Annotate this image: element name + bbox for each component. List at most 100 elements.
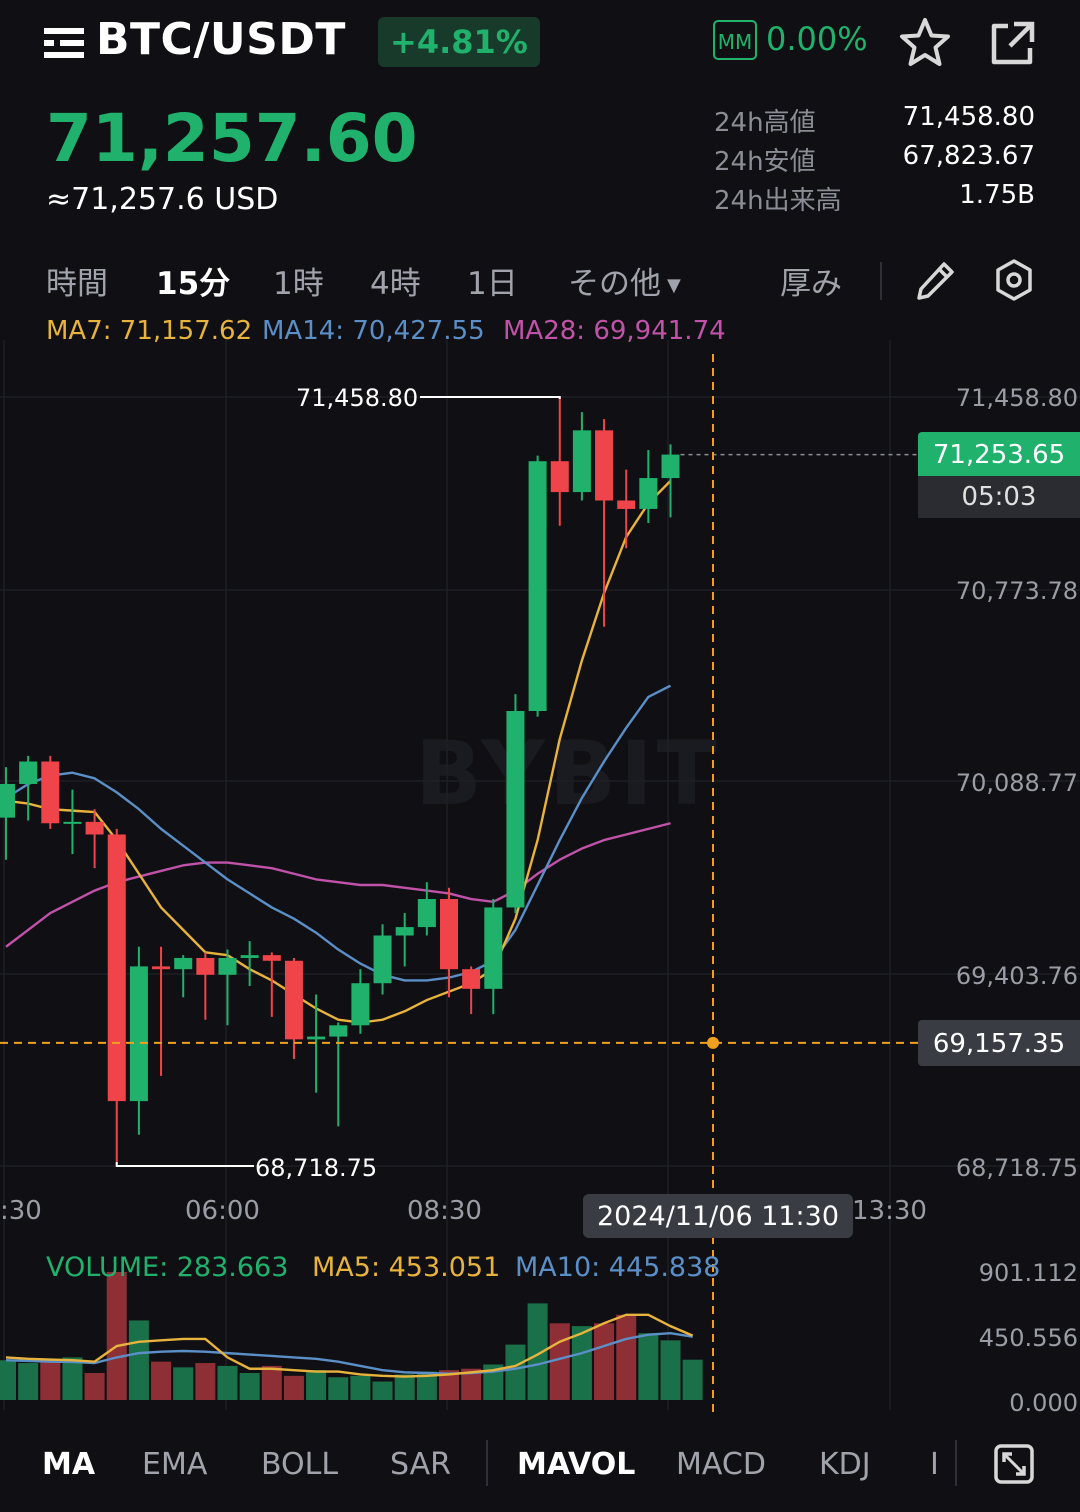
volume-bar [0,1360,16,1400]
volume-bar [416,1371,437,1400]
share-icon[interactable] [986,18,1038,70]
volume-bar [527,1303,548,1400]
volume-bar [616,1314,637,1400]
tab-more[interactable]: その他 ▼ [568,258,681,303]
candle-body [63,821,82,824]
candlestick-chart[interactable] [0,340,1080,1420]
candle [351,969,370,1034]
candle [152,946,171,1076]
pencil-icon[interactable] [914,258,958,302]
candle-body [41,761,60,824]
volume-bar [306,1370,327,1400]
candle [572,412,591,501]
volume-bar [660,1340,681,1400]
pair-title[interactable]: BTC/USDT [96,14,346,65]
star-icon[interactable] [898,16,952,70]
candle-body [395,927,414,936]
candle [595,419,614,627]
fullscreen-icon[interactable] [994,1444,1034,1484]
crosshair-price-tag: 69,157.35 [918,1020,1080,1066]
menu-icon[interactable] [44,26,84,60]
candle [174,955,193,998]
candle [462,966,481,1015]
candle-body [85,821,104,835]
volume-bar [261,1365,282,1400]
indicator-ma[interactable]: MA [42,1447,96,1482]
candle [218,949,237,1026]
volume-bar [483,1364,504,1400]
ma7-legend: MA7: 71,157.62 [46,316,253,346]
indicator-mavol[interactable]: MAVOL [517,1447,636,1482]
candle-body [373,935,392,984]
tab-depth[interactable]: 厚み [780,266,842,302]
low-marker-line [115,1162,254,1167]
high-marker-line [420,396,561,399]
tab-more-label: その他 [568,266,661,302]
ma14-line [5,684,672,982]
candle-body [152,966,171,970]
candle-body [196,957,215,975]
tab-15m[interactable]: 15分 [156,266,231,302]
indicator-sar[interactable]: SAR [390,1447,451,1482]
indicator-ema[interactable]: EMA [142,1447,208,1482]
candle [506,694,525,914]
candle-body [218,957,237,975]
candle [440,887,458,998]
stat-high-value: 71,458.80 [902,102,1035,132]
candle [661,444,680,518]
tab-1d[interactable]: 1日 [467,266,518,302]
candle [528,455,547,717]
candle [284,957,303,1060]
stat-volume-value: 1.75B [959,180,1035,210]
candle-body [506,710,525,908]
volume-bar [461,1368,482,1400]
candle-body [0,783,15,818]
y-tick-5: 68,718.75 [955,1154,1078,1182]
candle [41,755,60,829]
candle-countdown: 05:03 [918,476,1080,518]
y-tick-3: 70,088.77 [955,769,1078,797]
usd-equivalent: ≈71,257.6 USD [46,182,279,217]
tab-1h[interactable]: 1時 [273,266,324,302]
candle-body [329,1025,348,1037]
volume-bar [18,1363,39,1400]
volume-bar [571,1326,592,1400]
candle-body [174,957,193,970]
candle-body [528,461,547,711]
indicator-divider-2 [955,1440,957,1486]
mm-icon[interactable]: MM [713,20,757,60]
candle-body [550,461,569,493]
x-tick-1: :30 [0,1196,42,1226]
ma7-line [5,480,672,1024]
volume-bar [638,1333,659,1400]
candle [395,913,414,967]
indicator-macd[interactable]: MACD [676,1447,766,1482]
candle-body [107,834,126,1102]
stat-low-value: 67,823.67 [902,141,1035,171]
indicator-divider [486,1440,488,1486]
candle [373,924,392,995]
volume-bar [239,1373,260,1400]
x-tick-3: 08:30 [407,1196,482,1226]
y-tick-4: 69,403.76 [955,962,1078,990]
settings-icon[interactable] [990,256,1038,304]
volume-legend: VOLUME: 283.663 [46,1252,289,1283]
vol-ma10-line [5,1332,693,1375]
indicator-kdj[interactable]: KDJ [819,1447,871,1482]
tab-time[interactable]: 時間 [46,266,108,302]
stat-low-label: 24h安値 [714,147,816,177]
tab-4h[interactable]: 4時 [370,266,421,302]
candle [63,789,82,855]
candle-body [262,955,281,961]
candle [417,882,436,936]
candle-body [440,899,458,970]
candle [329,1022,348,1127]
indicator-more[interactable]: I [930,1447,939,1482]
low-marker-label: 68,718.75 [255,1154,378,1182]
candle-body [661,454,680,479]
candle-body [240,955,259,958]
indicator-boll[interactable]: BOLL [261,1447,339,1482]
candle-body [462,969,481,989]
stat-volume-label: 24h出来高 [714,186,842,216]
candle-body [617,500,636,509]
